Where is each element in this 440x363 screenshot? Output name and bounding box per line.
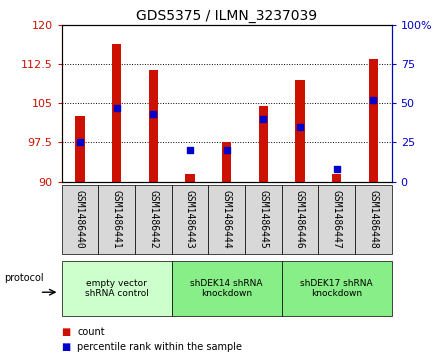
Bar: [295, 80, 304, 182]
Text: GSM1486443: GSM1486443: [185, 190, 195, 249]
Text: GSM1486445: GSM1486445: [258, 190, 268, 249]
Title: GDS5375 / ILMN_3237039: GDS5375 / ILMN_3237039: [136, 9, 317, 23]
Text: GSM1486448: GSM1486448: [368, 190, 378, 249]
Text: ■: ■: [62, 342, 71, 352]
Bar: [259, 106, 268, 182]
Text: shDEK14 shRNA
knockdown: shDEK14 shRNA knockdown: [191, 279, 263, 298]
Bar: [222, 143, 231, 182]
Bar: [185, 174, 194, 182]
Text: protocol: protocol: [4, 273, 44, 283]
Text: GSM1486444: GSM1486444: [222, 190, 231, 249]
Text: count: count: [77, 327, 105, 337]
Text: empty vector
shRNA control: empty vector shRNA control: [84, 279, 149, 298]
Text: GSM1486447: GSM1486447: [332, 190, 341, 249]
Text: GSM1486440: GSM1486440: [75, 190, 85, 249]
Text: GSM1486442: GSM1486442: [148, 190, 158, 249]
Text: ■: ■: [62, 327, 71, 337]
Bar: [332, 174, 341, 182]
Text: percentile rank within the sample: percentile rank within the sample: [77, 342, 242, 352]
Bar: [75, 117, 84, 182]
Bar: [112, 44, 121, 182]
Text: GSM1486446: GSM1486446: [295, 190, 305, 249]
Bar: [149, 70, 158, 182]
Text: GSM1486441: GSM1486441: [112, 190, 121, 249]
Bar: [369, 59, 378, 182]
Text: shDEK17 shRNA
knockdown: shDEK17 shRNA knockdown: [300, 279, 373, 298]
